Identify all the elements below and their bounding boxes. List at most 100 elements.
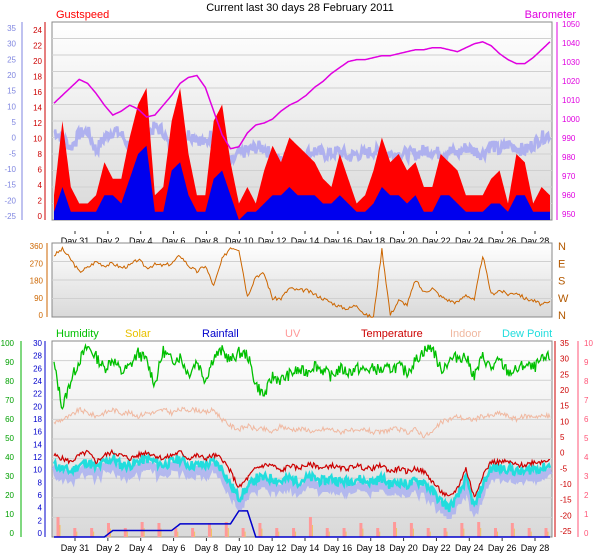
barometer-tick-label: 1010 xyxy=(562,96,580,105)
rainfall-line xyxy=(54,510,550,538)
rainfall-tick-label: 26 xyxy=(33,364,42,373)
barometer-tick-label: 1000 xyxy=(562,115,580,124)
wind-chill-tick-label: 5 xyxy=(12,118,17,127)
direction-tick-label: 180 xyxy=(30,277,44,286)
uv-tick-label: 10 xyxy=(584,339,593,348)
wind-chill-tick-label: -10 xyxy=(4,165,16,174)
gustspeed-tick-label: 6 xyxy=(38,166,43,175)
direction-tick-label: 0 xyxy=(39,311,44,320)
wind-barometer-xtick-label: Day 16 xyxy=(324,236,353,246)
humidity-line xyxy=(53,343,551,410)
compass-label: N xyxy=(558,310,566,322)
rainfall-tick-label: 18 xyxy=(33,415,42,424)
windspeed-area xyxy=(54,145,550,220)
gustspeed-tick-label: 12 xyxy=(33,119,42,128)
compass-label: W xyxy=(558,293,569,305)
barometer-line xyxy=(53,41,551,150)
wind-barometer-xtick-label: Day 31 xyxy=(61,236,90,246)
humidity-tick-label: 20 xyxy=(5,491,14,500)
gustspeed-tick-label: 8 xyxy=(38,150,43,159)
uv-tick-label: 9 xyxy=(584,358,589,367)
humidity-tick-label: 70 xyxy=(5,396,14,405)
temperature-tick-label: -5 xyxy=(560,464,568,473)
temperature-humidity-panel: 0102030405060708090100024681012141618202… xyxy=(1,328,594,553)
barometer-tick-label: 1020 xyxy=(562,77,580,86)
temperature-humidity-xtick-label: Day 22 xyxy=(422,543,451,553)
rainfall-tick-label: 20 xyxy=(33,402,42,411)
temperature-line xyxy=(53,448,551,498)
gustspeed-tick-label: 4 xyxy=(38,181,43,190)
temperature-humidity-xtick-label: Day 4 xyxy=(129,543,153,553)
barometer-legend: Barometer xyxy=(525,9,577,21)
gustspeed-tick-label: 2 xyxy=(38,197,43,206)
wind-chill-tick-label: -15 xyxy=(4,181,16,190)
legend-uv: UV xyxy=(285,328,301,340)
wind-direction-line xyxy=(53,246,551,318)
direction-tick-label: 270 xyxy=(30,259,44,268)
rainfall-tick-label: 12 xyxy=(33,453,42,462)
temperature-tick-label: 10 xyxy=(560,417,569,426)
rainfall-tick-label: 10 xyxy=(33,466,42,475)
temperature-tick-label: 0 xyxy=(560,449,565,458)
barometer-tick-label: 1040 xyxy=(562,39,580,48)
temperature-humidity-xtick-label: Day 6 xyxy=(162,543,186,553)
gustspeed-legend: Gustspeed xyxy=(56,9,109,21)
temperature-humidity-xtick-label: Day 16 xyxy=(324,543,353,553)
legend-humidity: Humidity xyxy=(56,328,99,340)
gustspeed-tick-label: 14 xyxy=(33,104,42,113)
temperature-tick-label: -15 xyxy=(560,496,572,505)
gustspeed-tick-label: 0 xyxy=(38,212,43,221)
wind-barometer-xtick-label: Day 2 xyxy=(96,236,120,246)
temperature-tick-label: 25 xyxy=(560,370,569,379)
temperature-tick-label: 20 xyxy=(560,386,569,395)
temperature-tick-label: -25 xyxy=(560,527,572,536)
wind-chill-tick-label: 30 xyxy=(7,40,16,49)
wind-barometer-xtick-label: Day 26 xyxy=(488,236,517,246)
temperature-humidity-xtick-label: Day 26 xyxy=(488,543,517,553)
wind-barometer-xtick-label: Day 24 xyxy=(455,236,484,246)
direction-tick-label: 360 xyxy=(30,242,44,251)
barometer-tick-label: 980 xyxy=(562,153,576,162)
legend-dew-point: Dew Point xyxy=(502,328,552,340)
wind-barometer-xtick-label: Day 12 xyxy=(258,236,287,246)
wind-chill-tick-label: -5 xyxy=(9,149,17,158)
temperature-humidity-xtick-label: Day 8 xyxy=(195,543,219,553)
chart-title: Current last 30 days 28 February 2011 xyxy=(206,2,394,14)
rainfall-tick-label: 16 xyxy=(33,428,42,437)
wind-barometer-xtick-label: Day 18 xyxy=(356,236,385,246)
temperature-humidity-xtick-label: Day 2 xyxy=(96,543,120,553)
barometer-tick-label: 960 xyxy=(562,191,576,200)
wind-barometer-xtick-label: Day 4 xyxy=(129,236,153,246)
uv-tick-label: 0 xyxy=(584,529,589,538)
indoor-line xyxy=(53,406,551,439)
temperature-tick-label: 30 xyxy=(560,355,569,364)
wind-chill-tick-label: 20 xyxy=(7,71,16,80)
humidity-tick-label: 10 xyxy=(5,510,14,519)
wind-barometer-xtick-label: Day 14 xyxy=(291,236,320,246)
uv-tick-label: 5 xyxy=(584,434,589,443)
temperature-humidity-xtick-label: Day 18 xyxy=(356,543,385,553)
humidity-tick-label: 80 xyxy=(5,377,14,386)
rainfall-tick-label: 4 xyxy=(38,504,43,513)
legend-indoor: Indoor xyxy=(450,328,482,340)
humidity-tick-label: 60 xyxy=(5,415,14,424)
compass-label: S xyxy=(558,276,565,288)
temperature-humidity-xtick-label: Day 14 xyxy=(291,543,320,553)
dew-point-line xyxy=(52,451,552,513)
wind-chill-tick-label: -25 xyxy=(4,212,16,221)
wind-chill-tick-label: 0 xyxy=(12,134,17,143)
humidity-tick-label: 30 xyxy=(5,472,14,481)
barometer-tick-label: 970 xyxy=(562,172,576,181)
uv-tick-label: 6 xyxy=(584,415,589,424)
temperature-tick-label: 35 xyxy=(560,339,569,348)
direction-tick-label: 90 xyxy=(34,294,43,303)
barometer-tick-label: 1030 xyxy=(562,58,580,67)
gustspeed-tick-label: 18 xyxy=(33,73,42,82)
temperature-humidity-xtick-label: Day 24 xyxy=(455,543,484,553)
compass-label: N xyxy=(558,241,566,253)
rainfall-tick-label: 6 xyxy=(38,491,43,500)
gustspeed-tick-label: 22 xyxy=(33,42,42,51)
uv-tick-label: 2 xyxy=(584,491,589,500)
legend-temperature: Temperature xyxy=(361,328,423,340)
